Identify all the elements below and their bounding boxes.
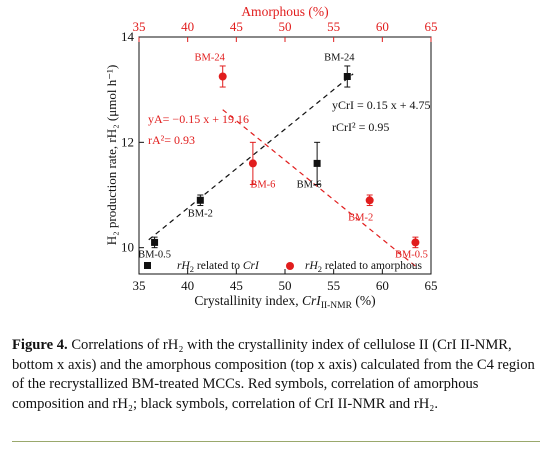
red-fit-r2-text: rA²= 0.93 — [148, 133, 195, 147]
legend-red-sub: 2 — [318, 264, 322, 274]
point-label-0-BM-6: BM-6 — [297, 179, 322, 190]
legend-red-mid: related to amorphous — [322, 260, 422, 272]
x-tick-label-top-50: 50 — [279, 19, 292, 34]
bottom-axis-title-unit: (%) — [352, 293, 376, 308]
x-tick-label-bottom-45: 45 — [230, 278, 243, 293]
caption-text: Correlations of rH₂ with the crystallini… — [12, 337, 535, 412]
point-label-0-BM-0.5: BM-0.5 — [138, 249, 171, 260]
bottom-axis-title-sub: II-NMR — [321, 301, 353, 311]
marker-square-BM-0.5 — [151, 238, 159, 246]
correlation-chart: Amorphous (%) H₂ production rate, rH₂ (μ… — [104, 4, 438, 311]
marker-circle-BM-0.5 — [411, 238, 420, 247]
x-tick-label-top-65: 65 — [425, 19, 438, 34]
marker-square-BM-2 — [196, 196, 204, 204]
x-tick-label-top-40: 40 — [181, 19, 194, 34]
caption-label: Figure 4. — [12, 337, 68, 353]
black-fit-equation: yCrI = 0.15 x + 4.75 rCrI² = 0.95 — [332, 98, 431, 134]
legend-red-label: rH2 related to amorphous — [305, 260, 423, 274]
x-tick-label-bottom-35: 35 — [133, 278, 146, 293]
x-tick-label-bottom-40: 40 — [181, 278, 194, 293]
point-labels: BM-0.5 BM-2 BM-6 BM-24 BM-24 BM-6 BM-2 BM-0.5 — [138, 53, 428, 261]
x-tick-label-top-35: 35 — [133, 19, 146, 34]
black-fit-equation-text: yCrI = 0.15 x + 4.75 — [332, 98, 431, 112]
point-label-1-BM-2: BM-2 — [348, 212, 373, 223]
bottom-axis-title-sym: CrI — [302, 293, 322, 308]
point-label-0-BM-2: BM-2 — [188, 208, 213, 219]
legend-black-marker — [144, 262, 151, 269]
marker-square-BM-24 — [343, 73, 351, 80]
x-tick-label-bottom-50: 50 — [279, 278, 292, 293]
plot-frame — [138, 36, 432, 275]
marker-circle-BM-24 — [218, 72, 227, 81]
x-tick-label-top-45: 45 — [230, 19, 243, 34]
fit-lines — [148, 73, 418, 269]
y-tick-label-14: 14 — [121, 29, 135, 44]
marker-circle-BM-6 — [248, 159, 257, 168]
x-tick-label-top-60: 60 — [376, 19, 389, 34]
x-tick-label-bottom-65: 65 — [425, 278, 438, 293]
x-tick-label-top-55: 55 — [327, 19, 340, 34]
tick-layer: 35 35 40 40 45 45 50 50 55 55 60 60 65 65 10 12 14 — [121, 19, 438, 293]
marker-circle-BM-2 — [365, 196, 374, 205]
legend-black-prefix: rH — [177, 260, 190, 272]
y-tick-label-12: 12 — [121, 134, 134, 149]
legend: rH2 related to CrI rH2 related to amorph… — [144, 260, 423, 274]
fit-line-1 — [222, 109, 418, 269]
black-fit-r2-text: rCrI² = 0.95 — [332, 120, 389, 134]
legend-black-mid: related to — [194, 260, 243, 272]
legend-red-prefix: rH — [305, 260, 318, 272]
figure-caption: Figure 4. Correlations of rH₂ with the c… — [12, 336, 540, 414]
red-fit-equation: yA= −0.15 x + 19.16 rA²= 0.93 — [148, 112, 249, 147]
point-label-1-BM-24: BM-24 — [195, 53, 226, 64]
legend-black-sym: CrI — [243, 260, 260, 272]
data-points — [151, 65, 420, 249]
top-axis-title: Amorphous (%) — [241, 4, 328, 19]
bottom-axis-title: Crystallinity index, CrIII-NMR (%) — [194, 293, 375, 311]
point-label-1-BM-0.5: BM-0.5 — [395, 249, 428, 260]
legend-black-sub: 2 — [190, 264, 194, 274]
x-tick-label-bottom-55: 55 — [327, 278, 340, 293]
y-tick-label-10: 10 — [121, 240, 134, 255]
figure-panel: Amorphous (%) H₂ production rate, rH₂ (μ… — [104, 4, 438, 311]
legend-black-label: rH2 related to CrI — [177, 260, 260, 274]
point-label-1-BM-6: BM-6 — [250, 179, 275, 190]
red-fit-equation-text: yA= −0.15 x + 19.16 — [148, 112, 249, 126]
fit-line-0 — [148, 73, 354, 241]
y-axis-title: H₂ production rate, rH₂ (μmol h⁻¹) — [104, 65, 119, 246]
bottom-axis-title-main: Crystallinity index, — [194, 293, 302, 308]
caption-divider — [12, 441, 540, 442]
marker-square-BM-6 — [313, 159, 321, 167]
legend-red-marker — [286, 262, 294, 270]
x-tick-label-bottom-60: 60 — [376, 278, 389, 293]
point-label-0-BM-24: BM-24 — [324, 53, 355, 64]
